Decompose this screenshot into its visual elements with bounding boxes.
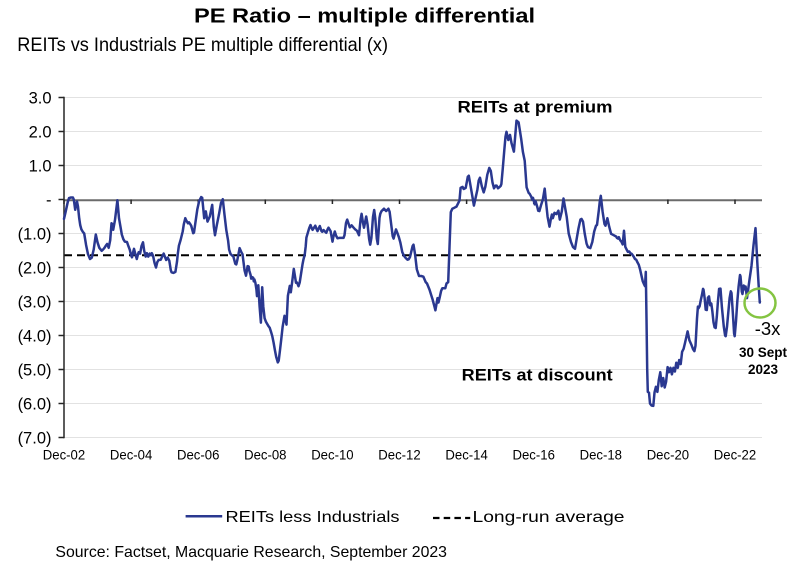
svg-text:30 Sept: 30 Sept	[739, 345, 788, 360]
svg-text:(4.0): (4.0)	[18, 327, 52, 345]
svg-text:REITs vs Industrials PE multip: REITs vs Industrials PE multiple differe…	[17, 34, 388, 56]
svg-text:(6.0): (6.0)	[18, 395, 52, 413]
svg-text:Source: Factset, Macquarie Res: Source: Factset, Macquarie Research, Sep…	[55, 544, 447, 561]
svg-text:(3.0): (3.0)	[18, 293, 52, 311]
svg-text:2023: 2023	[748, 362, 779, 377]
svg-text:Dec-04: Dec-04	[110, 448, 152, 464]
svg-text:(1.0): (1.0)	[18, 225, 52, 243]
svg-text:(5.0): (5.0)	[18, 361, 52, 379]
svg-text:Dec-16: Dec-16	[513, 448, 555, 464]
svg-text:Dec-14: Dec-14	[445, 448, 487, 464]
svg-text:REITs at premium: REITs at premium	[458, 98, 613, 117]
svg-text:(7.0): (7.0)	[18, 429, 52, 447]
svg-text:Dec-20: Dec-20	[647, 448, 689, 464]
svg-text:REITs less Industrials: REITs less Industrials	[226, 509, 400, 526]
svg-text:Dec-18: Dec-18	[580, 448, 622, 464]
svg-text:1.0: 1.0	[29, 157, 52, 175]
svg-text:3.0: 3.0	[29, 89, 52, 107]
svg-text:REITs at discount: REITs at discount	[462, 365, 613, 384]
svg-text:Dec-22: Dec-22	[714, 448, 756, 464]
svg-text:Long-run average: Long-run average	[473, 509, 625, 526]
svg-text:2.0: 2.0	[29, 123, 52, 141]
svg-text:Dec-06: Dec-06	[177, 448, 219, 464]
svg-text:Dec-02: Dec-02	[43, 448, 85, 464]
svg-text:-3x: -3x	[755, 318, 781, 339]
svg-text:PE Ratio – multiple differenti: PE Ratio – multiple differential	[194, 6, 535, 28]
svg-text:(2.0): (2.0)	[18, 259, 52, 277]
svg-text:Dec-08: Dec-08	[244, 448, 286, 464]
svg-text:Dec-10: Dec-10	[311, 448, 353, 464]
svg-text:-: -	[46, 191, 52, 209]
svg-text:Dec-12: Dec-12	[378, 448, 420, 464]
